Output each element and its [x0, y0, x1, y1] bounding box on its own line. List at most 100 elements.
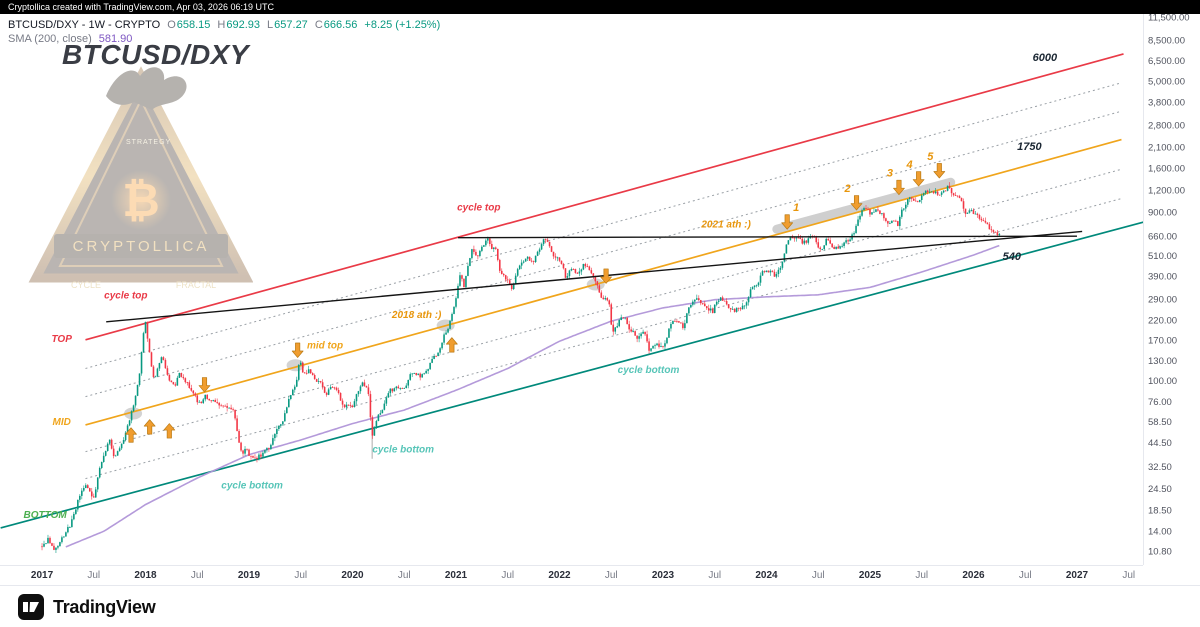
annotation-cycle-bottom: cycle bottom — [372, 445, 434, 456]
up-arrow-marker — [143, 419, 156, 435]
annotation-cycle-bottom: cycle bottom — [618, 365, 680, 376]
price-axis-label[interactable]: 1,600.00 — [1148, 164, 1185, 175]
trendline-top-channel[interactable] — [85, 53, 1124, 341]
low-value: L 657.27 — [267, 19, 308, 31]
price-axis-label[interactable]: 390.00 — [1148, 272, 1177, 283]
top-count-label-3: 3 — [887, 168, 893, 180]
top-count-label-1: 1 — [793, 202, 799, 214]
price-axis-label[interactable]: 220.00 — [1148, 316, 1177, 327]
time-axis-label[interactable]: Jul — [294, 570, 307, 581]
price-axis-label[interactable]: 170.00 — [1148, 335, 1177, 346]
symbol-legend[interactable]: BTCUSD/DXY - 1W - CRYPTO O 658.15 H 692.93… — [8, 19, 440, 31]
price-axis-label[interactable]: 130.00 — [1148, 356, 1177, 367]
price-axis-label[interactable]: 290.00 — [1148, 294, 1177, 305]
time-axis-label[interactable]: 2027 — [1066, 570, 1089, 581]
highlight-band — [772, 177, 956, 234]
candles-layer[interactable] — [41, 182, 1001, 553]
sma-legend[interactable]: SMA (200, close) 581.90 — [8, 33, 132, 45]
time-axis-label[interactable]: 2022 — [548, 570, 571, 581]
price-axis-label[interactable]: 10.80 — [1148, 547, 1172, 558]
watermark-symbol-title: BTCUSD/DXY — [62, 39, 250, 70]
top-count-label-4: 4 — [906, 159, 913, 171]
sma-200-line[interactable] — [65, 244, 1000, 548]
down-arrow-marker — [933, 163, 946, 179]
time-axis-label[interactable]: 2020 — [341, 570, 364, 581]
time-axis-label[interactable]: 2025 — [859, 570, 882, 581]
sma-line-layer — [65, 244, 1000, 548]
overlay-trendlines-layer[interactable] — [106, 230, 1083, 323]
down-arrow-marker — [781, 214, 794, 230]
time-axis-label[interactable]: Jul — [191, 570, 204, 581]
time-axis-label[interactable]: 2023 — [652, 570, 675, 581]
time-axis-label[interactable]: 2021 — [445, 570, 468, 581]
trendline-bottom-channel[interactable] — [0, 221, 1144, 529]
top-count-label-2: 2 — [843, 183, 850, 195]
annotation-2021-ath: 2021 ath :) — [700, 219, 751, 230]
price-axis-label[interactable]: 6,500.00 — [1148, 56, 1185, 67]
price-axis-label[interactable]: 2,100.00 — [1148, 143, 1185, 154]
trendline-cycle-top-trendline[interactable] — [106, 230, 1083, 323]
up-arrow-marker — [446, 337, 458, 353]
attribution-text: Cryptollica created with TradingView.com… — [8, 2, 274, 12]
time-axis-label[interactable]: 2024 — [755, 570, 778, 581]
time-axis-label[interactable]: Jul — [915, 570, 928, 581]
price-axis-label[interactable]: 900.00 — [1148, 208, 1177, 219]
annotation-2018-ath: 2018 ath :) — [391, 310, 442, 321]
time-axis-label[interactable]: 2018 — [134, 570, 157, 581]
annotation-6000: 6000 — [1033, 52, 1058, 64]
price-axis-label[interactable]: 8,500.00 — [1148, 36, 1185, 47]
time-axis-label[interactable]: Jul — [1122, 570, 1135, 581]
attribution-bar: Cryptollica created with TradingView.com… — [0, 0, 1200, 14]
annotations-layer: cycle top cycle top TOP MID BOTTOM mid top cyc… — [24, 52, 1058, 521]
price-axis-label[interactable]: 1,200.00 — [1148, 186, 1185, 197]
price-axis-label[interactable]: 24.50 — [1148, 484, 1172, 495]
price-axis-label[interactable]: 76.00 — [1148, 397, 1172, 408]
price-axis-label[interactable]: 11,500.00 — [1148, 14, 1190, 23]
time-axis-label[interactable]: Jul — [501, 570, 514, 581]
price-axis-label[interactable]: 5,000.00 — [1148, 76, 1185, 87]
up-arrow-marker — [163, 423, 176, 439]
annotation-mid: MID — [53, 417, 71, 428]
down-arrow-marker — [912, 171, 925, 187]
tradingview-wordmark[interactable]: TradingView — [53, 596, 156, 617]
down-arrow-marker — [198, 377, 211, 393]
price-axis-label[interactable]: 3,800.00 — [1148, 97, 1185, 108]
axes-layer[interactable]: 11,500.00 8,500.00 6,500.00 5,000.00 3,800.0… — [0, 14, 1190, 581]
trendline-quarter-line-3[interactable] — [85, 198, 1122, 480]
time-axis-label[interactable]: Jul — [708, 570, 721, 581]
price-axis-label[interactable]: 660.00 — [1148, 231, 1177, 242]
symbol-title: BTCUSD/DXY - 1W - CRYPTO — [8, 19, 161, 31]
time-axis-label[interactable]: 2017 — [31, 570, 54, 581]
price-axis-label[interactable]: 510.00 — [1148, 251, 1177, 262]
sma-value: 581.90 — [98, 33, 133, 45]
price-axis-label[interactable]: 14.00 — [1148, 527, 1172, 538]
price-chart-canvas[interactable]: cycle top cycle top TOP MID BOTTOM mid top cyc… — [0, 14, 1200, 585]
annotation-1750: 1750 — [1017, 141, 1042, 153]
tradingview-logo[interactable] — [18, 594, 44, 620]
price-axis-label[interactable]: 18.50 — [1148, 505, 1172, 516]
time-axis-label[interactable]: 2026 — [962, 570, 985, 581]
time-axis-label[interactable]: Jul — [398, 570, 411, 581]
annotation-540: 540 — [1003, 251, 1022, 263]
trendline-quarter-line-2[interactable] — [85, 82, 1122, 369]
time-axis-label[interactable]: Jul — [605, 570, 618, 581]
price-axis-label[interactable]: 44.50 — [1148, 438, 1172, 449]
trendlines-layer[interactable] — [0, 53, 1144, 529]
trendline-quarter-line-1[interactable] — [85, 110, 1122, 398]
annotation-mid-top: mid top — [307, 340, 343, 351]
price-axis-label[interactable]: 58.50 — [1148, 417, 1172, 428]
time-axis-label[interactable]: Jul — [87, 570, 100, 581]
price-axis-label[interactable]: 2,800.00 — [1148, 121, 1185, 132]
price-axis-label[interactable]: 100.00 — [1148, 376, 1177, 387]
annotation-bottom: BOTTOM — [24, 510, 68, 521]
arrows-layer: 1 2 3 4 5 — [125, 151, 946, 443]
price-axis-label[interactable]: 32.50 — [1148, 462, 1172, 473]
trendline-quarter-line-4[interactable] — [85, 168, 1122, 453]
trendline-ath-2021-line[interactable] — [458, 235, 1077, 239]
trendline-mid-channel[interactable] — [85, 138, 1122, 426]
time-axis-label[interactable]: Jul — [1019, 570, 1032, 581]
time-axis-label[interactable]: 2019 — [238, 570, 261, 581]
annotation-cycle-top: cycle top — [104, 290, 147, 301]
time-axis-label[interactable]: Jul — [812, 570, 825, 581]
